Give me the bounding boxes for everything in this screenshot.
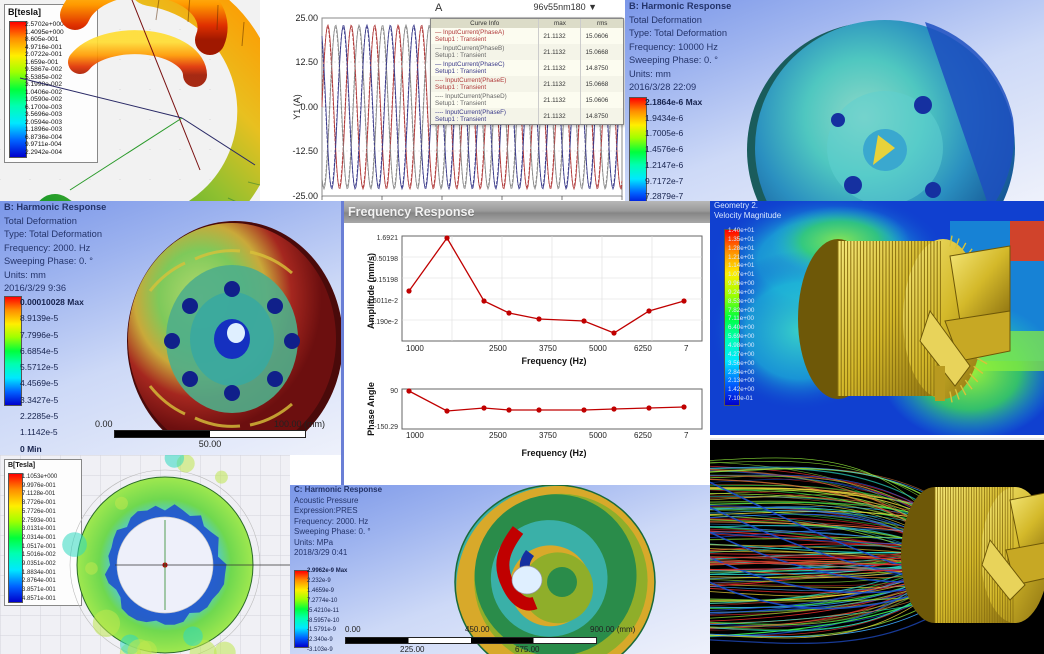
svg-text:Phase Angle: Phase Angle (366, 382, 376, 436)
svg-text:Frequency (Hz): Frequency (Hz) (521, 356, 586, 366)
svg-text:-12.50: -12.50 (292, 146, 318, 156)
svg-text:6250: 6250 (634, 431, 652, 440)
svg-text:90: 90 (390, 388, 398, 395)
svg-text:1000: 1000 (406, 344, 424, 353)
svg-text:1000: 1000 (406, 431, 424, 440)
svg-text:Frequency (Hz): Frequency (Hz) (521, 448, 586, 458)
svg-text:3750: 3750 (539, 344, 557, 353)
svg-text:Y1 (A): Y1 (A) (292, 94, 302, 120)
svg-text:7: 7 (684, 344, 689, 353)
svg-text:5000: 5000 (589, 344, 607, 353)
svg-text:5000: 5000 (589, 431, 607, 440)
svg-text:0.50198: 0.50198 (373, 256, 398, 263)
svg-text:-25.00: -25.00 (292, 191, 318, 201)
svg-text:7: 7 (684, 431, 689, 440)
svg-text:0.00: 0.00 (300, 102, 318, 112)
svg-text:25.00: 25.00 (295, 13, 318, 23)
svg-text:2500: 2500 (489, 344, 507, 353)
svg-text:Amplitude (mm/s): Amplitude (mm/s) (366, 253, 376, 329)
svg-text:1.6921: 1.6921 (377, 235, 399, 242)
svg-text:0.15198: 0.15198 (373, 277, 398, 284)
svg-text:6250: 6250 (634, 344, 652, 353)
svg-text:-150.29: -150.29 (374, 424, 398, 431)
svg-text:3750: 3750 (539, 431, 557, 440)
svg-text:2500: 2500 (489, 431, 507, 440)
svg-text:12.50: 12.50 (295, 57, 318, 67)
